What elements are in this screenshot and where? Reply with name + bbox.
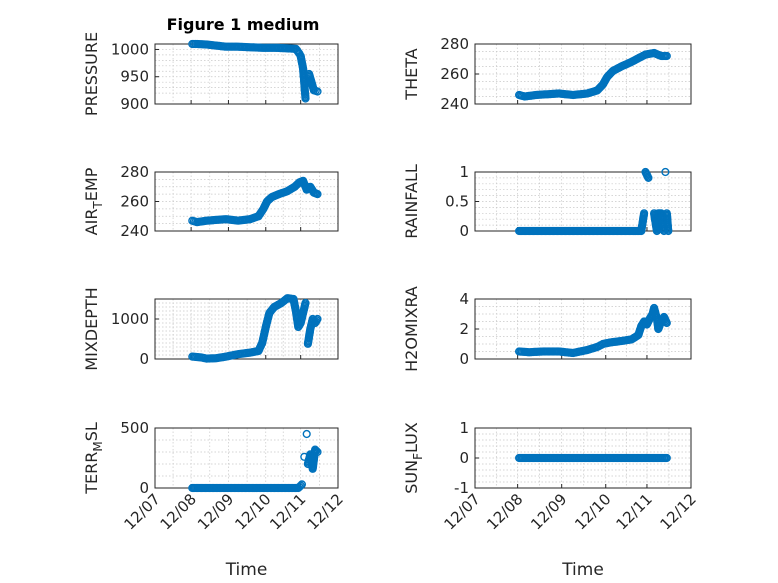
x-axis-label: Time — [225, 560, 268, 580]
y-axis-label-subscript: M — [91, 441, 105, 451]
y-tick-label: 1 — [459, 419, 469, 437]
x-tick-label: 12/08 — [483, 490, 526, 533]
y-tick-label: 1000 — [111, 40, 149, 58]
subplot-7: 050012/0712/0812/0912/1012/1112/12TERRMS… — [82, 419, 347, 580]
data-point — [662, 453, 671, 463]
y-tick-label: 0.5 — [445, 193, 469, 211]
y-axis-label: THETA — [402, 48, 421, 100]
y-tick-label: 0 — [139, 479, 149, 497]
marker-series — [188, 429, 322, 493]
y-tick-label: 1000 — [111, 310, 149, 328]
data-point — [301, 94, 310, 103]
marker-series — [188, 176, 322, 227]
y-axis-label-main: PRESSURE — [82, 32, 101, 116]
data-point — [313, 87, 322, 96]
data-point — [664, 226, 673, 236]
y-tick-label: 1 — [459, 163, 469, 181]
y-tick-label: 240 — [120, 222, 149, 240]
x-tick-label: 12/12 — [304, 490, 347, 533]
y-axis-label: TERRMSL — [82, 422, 105, 495]
figure-title: Figure 1 medium — [167, 15, 320, 34]
data-point — [639, 209, 649, 218]
y-axis-label-main: MIXDEPTH — [82, 287, 101, 370]
data-point — [662, 318, 671, 328]
y-tick-label: 950 — [120, 68, 149, 86]
y-axis-label-subscript: F — [411, 453, 425, 460]
y-axis-label-main: AIR — [82, 209, 101, 236]
x-axis-label: Time — [561, 560, 604, 580]
y-tick-label: 280 — [120, 163, 149, 181]
y-tick-label: 260 — [440, 65, 469, 83]
data-point — [313, 190, 322, 199]
marker-series — [188, 294, 322, 363]
data-point — [311, 445, 320, 454]
subplot-2: 240 260 280 THETA — [402, 35, 692, 113]
data-point — [302, 429, 311, 439]
y-tick-label: 0 — [459, 350, 469, 368]
y-axis-label-main: SUN — [402, 460, 421, 494]
plot-border — [154, 298, 339, 360]
x-tick-label: 12/08 — [157, 490, 200, 533]
y-axis-label-rest: LUX — [402, 422, 421, 453]
y-axis-label: PRESSURE — [82, 32, 101, 116]
y-axis-label-main: THETA — [402, 48, 421, 100]
data-point — [301, 298, 310, 308]
data-point — [297, 480, 307, 489]
subplot-4: 0 0.5 1 RAINFALL — [402, 163, 692, 240]
data-point — [296, 481, 305, 490]
data-point — [661, 167, 670, 177]
marker-series — [514, 167, 673, 236]
y-axis-label-main: H2OMIXRA — [402, 286, 421, 372]
y-tick-label: 0 — [459, 222, 469, 240]
x-tick-label: 12/10 — [231, 490, 274, 533]
subplot-5: 0 1000 MIXDEPTH — [82, 287, 339, 371]
data-point — [295, 482, 304, 491]
subplot-3: 240 260 280 AIRTEMP — [82, 163, 339, 240]
y-tick-label: 500 — [120, 419, 149, 437]
x-tick-label: 12/11 — [612, 490, 655, 533]
y-tick-label: 2 — [459, 320, 469, 338]
marker-series — [188, 39, 322, 103]
marker-series — [514, 48, 671, 101]
x-tick-label: 12/09 — [194, 490, 237, 533]
y-tick-label: 280 — [440, 35, 469, 53]
y-axis-label: RAINFALL — [402, 164, 421, 239]
y-axis-label-rest: EMP — [82, 167, 101, 201]
y-tick-label: -1 — [454, 479, 469, 497]
y-tick-label: 240 — [440, 95, 469, 113]
marker-series — [514, 453, 671, 463]
subplot-6: 0 2 4 H2OMIXRA — [402, 286, 692, 372]
y-tick-label: 0 — [459, 449, 469, 467]
subplot-1: 900 950 1000 PRESSURE — [82, 32, 339, 116]
y-axis-label: SUNFLUX — [402, 422, 425, 494]
data-point — [662, 51, 671, 61]
x-tick-label: 12/11 — [266, 490, 309, 533]
y-axis-label: MIXDEPTH — [82, 287, 101, 370]
y-axis-label-main: RAINFALL — [402, 164, 421, 239]
x-tick-label: 12/09 — [527, 490, 570, 533]
y-tick-label: 900 — [120, 95, 149, 113]
x-tick-label: 12/12 — [657, 490, 700, 533]
y-tick-label: 0 — [139, 350, 149, 368]
data-point — [644, 173, 653, 183]
marker-series — [514, 303, 671, 358]
y-tick-label: 260 — [120, 193, 149, 211]
y-axis-label-subscript: T — [91, 201, 105, 210]
y-axis-label: AIRTEMP — [82, 167, 105, 235]
y-axis-label: H2OMIXRA — [402, 286, 421, 372]
data-point — [313, 447, 322, 457]
data-point — [313, 314, 322, 324]
y-axis-label-main: TERR — [82, 452, 101, 495]
data-point — [312, 446, 321, 455]
y-axis-label-rest: SL — [82, 422, 101, 441]
y-tick-label: 4 — [459, 290, 469, 308]
x-tick-label: 12/10 — [571, 490, 614, 533]
